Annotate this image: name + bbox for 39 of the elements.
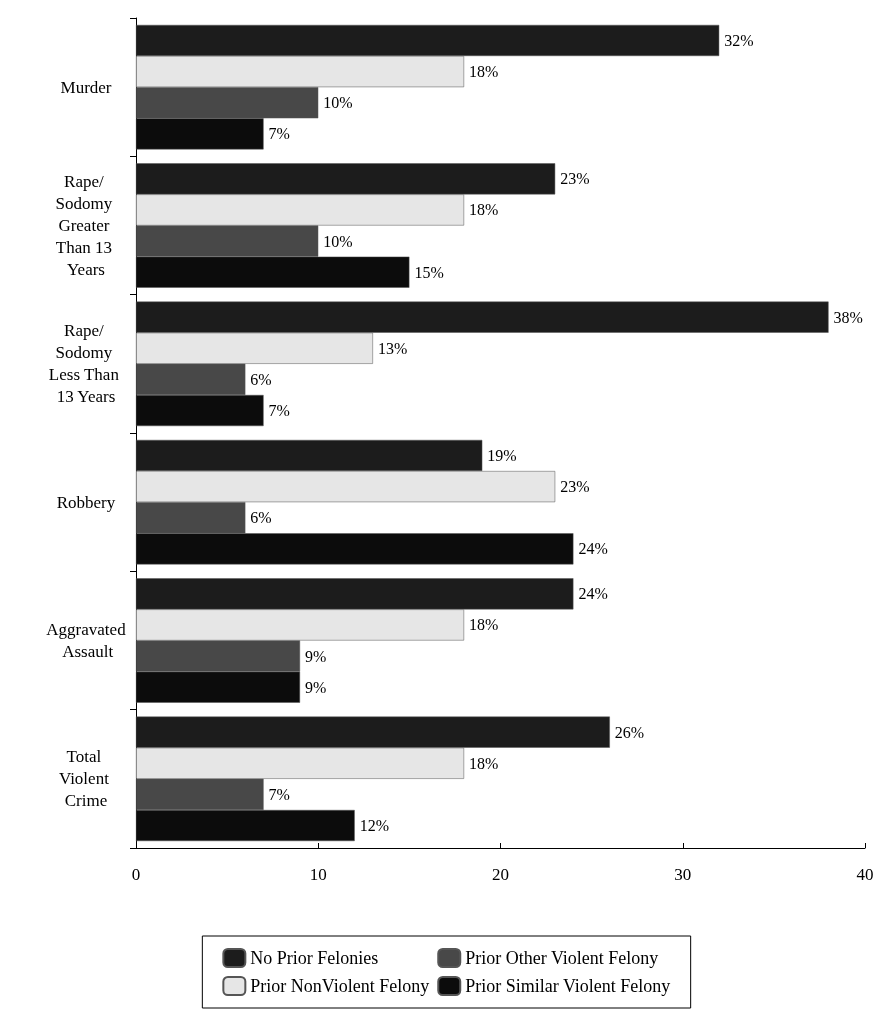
data-label: 10% (323, 94, 353, 112)
data-label: 7% (268, 125, 290, 143)
y-tick-label: Rape/ Sodomy Greater Than 13 Years (55, 172, 117, 279)
x-tick-label: 40 (856, 865, 874, 884)
data-label: 24% (578, 585, 608, 603)
y-tick-label: Aggravated Assault (46, 620, 127, 661)
data-label: 18% (469, 201, 499, 219)
data-label: 18% (469, 63, 499, 81)
x-tick-label: 20 (492, 865, 509, 884)
data-label: 32% (724, 31, 754, 49)
data-label: 12% (359, 817, 390, 835)
legend-label: No Prior Felonies (250, 948, 379, 968)
data-label: 13% (377, 339, 408, 357)
data-label: 9% (305, 678, 327, 696)
legend-label: Prior Similar Violent Felony (465, 976, 671, 996)
y-tick-label: Murder (60, 77, 112, 97)
data-label: 6% (250, 370, 272, 388)
y-tick-label: Robbery (56, 492, 116, 512)
data-label: 9% (305, 647, 327, 665)
data-label: 18% (469, 754, 499, 772)
data-label: 23% (560, 170, 590, 188)
data-label: 6% (250, 509, 272, 527)
data-label: 18% (469, 616, 499, 634)
data-label: 23% (560, 478, 590, 496)
data-label: 24% (578, 540, 608, 558)
data-label: 7% (268, 402, 290, 420)
x-tick-label: 0 (131, 865, 141, 884)
data-label: 10% (323, 232, 353, 250)
y-tick-label: Total Violent Crime (58, 747, 114, 811)
y-tick-label: Rape/ Sodomy Less Than 13 Years (48, 321, 124, 407)
data-label: 38% (833, 308, 863, 326)
legend-label: Prior NonViolent Felony (250, 976, 430, 996)
data-label: 19% (487, 446, 517, 464)
data-label: 26% (614, 723, 645, 741)
data-label: 15% (414, 263, 444, 281)
data-label: 7% (268, 785, 290, 803)
x-tick-label: 10 (309, 865, 327, 884)
legend-label: Prior Other Violent Felony (465, 948, 659, 968)
x-tick-label: 30 (674, 865, 692, 884)
